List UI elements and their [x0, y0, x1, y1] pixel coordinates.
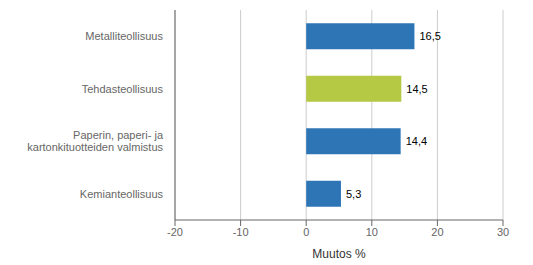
svg-text:0: 0 — [303, 226, 309, 238]
svg-text:-20: -20 — [167, 226, 183, 238]
svg-text:Metalliteollisuus: Metalliteollisuus — [85, 30, 163, 42]
svg-text:Kemianteollisuus: Kemianteollisuus — [80, 188, 164, 200]
svg-text:Muutos %: Muutos % — [312, 247, 366, 261]
svg-text:14,5: 14,5 — [406, 83, 427, 95]
svg-text:16,5: 16,5 — [419, 30, 440, 42]
svg-text:20: 20 — [431, 226, 443, 238]
svg-text:14,4: 14,4 — [406, 135, 427, 147]
svg-text:5,3: 5,3 — [346, 188, 361, 200]
svg-text:10: 10 — [366, 226, 378, 238]
svg-text:30: 30 — [497, 226, 509, 238]
svg-text:Tehdasteollisuus: Tehdasteollisuus — [82, 83, 164, 95]
svg-text:Paperin, paperi- jakartonkituo: Paperin, paperi- jakartonkituotteiden va… — [27, 129, 164, 153]
svg-text:-10: -10 — [233, 226, 249, 238]
